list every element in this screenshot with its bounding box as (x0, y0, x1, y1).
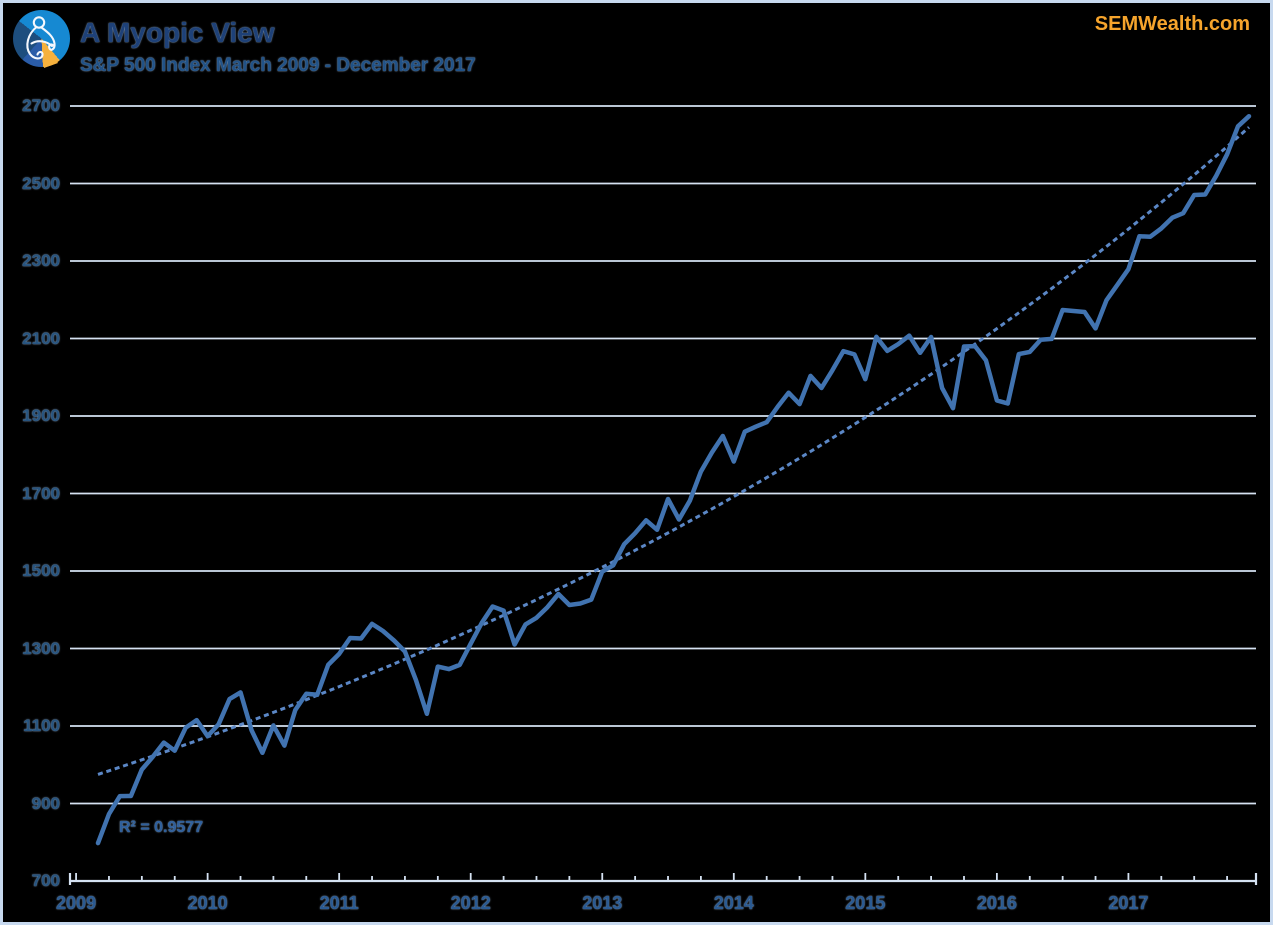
y-axis-label: 2100 (22, 328, 60, 348)
x-axis-label: 2011 (319, 893, 359, 913)
x-axis-label: 2017 (1108, 893, 1149, 913)
y-axis-label: 1900 (22, 406, 60, 425)
y-axis-label: 1100 (23, 716, 60, 735)
y-axis-label: 1300 (22, 638, 60, 658)
watermark-link[interactable]: SEMWealth.com (1094, 13, 1250, 35)
sp500-series (95, 113, 1252, 846)
x-axis-label: 2015 (845, 893, 886, 913)
trendline-series (97, 126, 1250, 776)
x-axis-label: 2009 (56, 893, 97, 913)
x-axis-label: 2012 (450, 893, 491, 913)
sem-logo (13, 10, 70, 68)
plot-area: 700 900 1100 1300 1500 1700 1900 2100 2300 2500 27… (3, 3, 1270, 922)
y-axis-label: 700 (31, 871, 60, 890)
y-axis-label: 2500 (22, 173, 60, 193)
y-axis-label: 900 (31, 793, 60, 813)
x-axis-label: 2010 (187, 893, 228, 913)
y-axis-label: 1500 (22, 561, 60, 580)
page-title: A Myopic View (80, 17, 275, 48)
x-axis-label: 2014 (713, 893, 754, 913)
y-axis-label: 1700 (22, 483, 60, 503)
r-squared-annotation: R² = 0.9577 (119, 819, 204, 836)
x-axis-label: 2016 (976, 893, 1017, 913)
logo-figure-icon (26, 16, 58, 68)
y-axis-label: 2700 (22, 96, 60, 115)
x-axis-label: 2013 (582, 893, 623, 913)
chart-canvas (68, 105, 1258, 885)
page-subtitle: S&P 500 Index March 2009 - December 2017 (80, 55, 476, 76)
y-axis-label: 2300 (22, 251, 60, 270)
